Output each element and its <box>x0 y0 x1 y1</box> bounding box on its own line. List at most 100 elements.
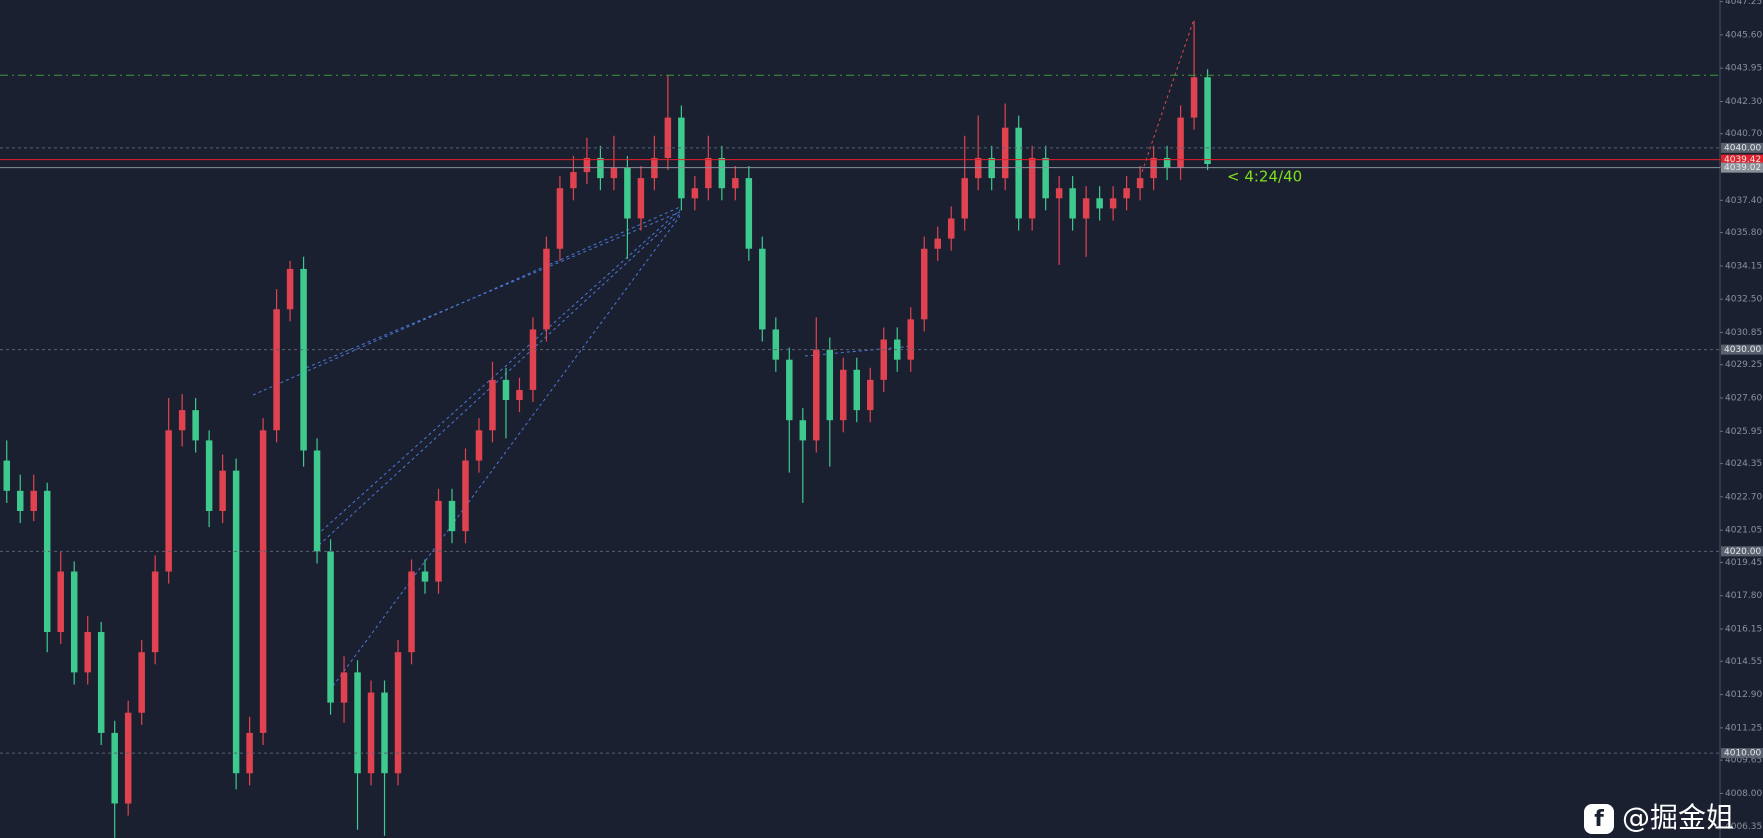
watermark-icon: f <box>1584 804 1614 834</box>
candle-body <box>1096 198 1103 209</box>
candle-body <box>354 672 361 774</box>
candle-body <box>124 712 132 804</box>
candle-body <box>759 248 766 330</box>
price-label: 4010.00 <box>1724 749 1761 759</box>
y-tick-label: 4012.90 <box>1725 690 1762 700</box>
y-tick-label: 4006.35 <box>1725 822 1762 832</box>
candle-body <box>529 329 537 390</box>
candle-body <box>907 319 914 360</box>
candle-body <box>637 178 645 219</box>
icon <box>1584 804 1614 834</box>
candle-body <box>1109 198 1117 209</box>
y-tick-label: 4042.30 <box>1725 97 1762 107</box>
y-tick-label: 4022.70 <box>1725 492 1762 502</box>
y-tick-label: 4045.60 <box>1725 30 1762 40</box>
y-tick-label: 4024.35 <box>1725 459 1762 469</box>
y-tick-label: 4030.85 <box>1725 328 1762 338</box>
price-label-box <box>1721 154 1763 165</box>
candle-body <box>1015 127 1022 219</box>
candle-body <box>1069 188 1076 219</box>
y-tick-label: 4019.45 <box>1725 558 1762 568</box>
trendline <box>332 215 681 687</box>
candle-body <box>178 410 186 431</box>
y-tick-label: 4037.40 <box>1725 196 1762 206</box>
icon-glyph: f <box>1594 807 1604 832</box>
price-label-box <box>1721 344 1763 355</box>
price-label: 4030.00 <box>1724 345 1761 355</box>
candle-body <box>1082 198 1090 219</box>
price-label-box <box>1721 142 1763 153</box>
candle-body <box>489 379 496 431</box>
candle-body <box>3 460 10 491</box>
candle-body <box>286 268 294 310</box>
candle-body <box>340 672 348 703</box>
candle-body <box>70 571 78 673</box>
candle-body <box>745 178 753 249</box>
candle-body <box>880 339 887 380</box>
price-label: 4020.00 <box>1724 547 1761 557</box>
candle-body <box>16 490 24 511</box>
candle-body <box>556 188 564 249</box>
candle-body <box>273 309 280 431</box>
price-label-box <box>1721 162 1763 173</box>
candle-body <box>678 117 685 199</box>
candle-body <box>1123 188 1130 199</box>
y-tick-label: 4009.65 <box>1725 756 1762 766</box>
y-tick-label: 4047.25 <box>1725 0 1762 7</box>
y-tick-label: 4034.15 <box>1725 261 1762 271</box>
trendlines <box>252 21 1194 687</box>
y-tick-label: 4040.70 <box>1725 129 1762 139</box>
candle-body <box>813 349 820 441</box>
price-label: 4039.42 <box>1724 155 1761 165</box>
candle-body <box>30 490 37 511</box>
candle-body <box>151 571 159 653</box>
candle-body <box>192 410 199 441</box>
candle-body <box>57 571 64 633</box>
y-tick-label: 4017.80 <box>1725 591 1762 601</box>
candle-body <box>259 430 267 733</box>
candle-body <box>664 117 672 158</box>
candle-body <box>840 369 847 421</box>
y-tick-label: 4025.95 <box>1725 427 1762 437</box>
candle-body <box>1001 127 1009 179</box>
candle-body <box>232 470 240 774</box>
candle-body <box>867 379 874 411</box>
candle-body <box>1042 157 1049 199</box>
candle-body <box>502 379 510 401</box>
candle-body <box>435 500 442 582</box>
y-tick-label: 4035.80 <box>1725 228 1762 238</box>
candle-body <box>313 450 321 552</box>
candle-body <box>718 157 726 189</box>
candle-body <box>43 490 51 633</box>
y-tick-label: 4021.05 <box>1725 526 1762 536</box>
candle-body <box>138 652 145 713</box>
candle-body <box>961 178 968 219</box>
candle-body <box>705 157 712 189</box>
y-tick-label: 4032.50 <box>1725 295 1762 305</box>
y-tick-label: 4043.95 <box>1725 64 1762 74</box>
candle-body <box>947 218 955 239</box>
candle-body <box>219 470 226 511</box>
candle-body <box>300 268 307 451</box>
candle-body <box>516 389 523 401</box>
candle-body <box>610 168 618 179</box>
candle-body <box>691 188 699 199</box>
y-tick-label: 4027.60 <box>1725 394 1762 404</box>
candle-body <box>1028 157 1036 219</box>
candle-body <box>624 168 631 219</box>
candle-body <box>570 172 577 189</box>
candle-body <box>205 440 213 511</box>
candle-body <box>408 571 415 653</box>
candle-body <box>97 632 105 733</box>
candle-body <box>934 238 941 249</box>
y-tick-label: 4016.15 <box>1725 625 1762 635</box>
candle-body <box>1204 77 1211 165</box>
candle-body <box>1190 77 1198 118</box>
countdown: < 4:24/40 <box>1227 168 1302 186</box>
trendline <box>1141 21 1194 173</box>
candle-body <box>327 551 334 703</box>
candle-body <box>1055 188 1063 199</box>
y-tick-label: 4011.25 <box>1725 723 1762 733</box>
candle-body <box>1177 117 1184 169</box>
